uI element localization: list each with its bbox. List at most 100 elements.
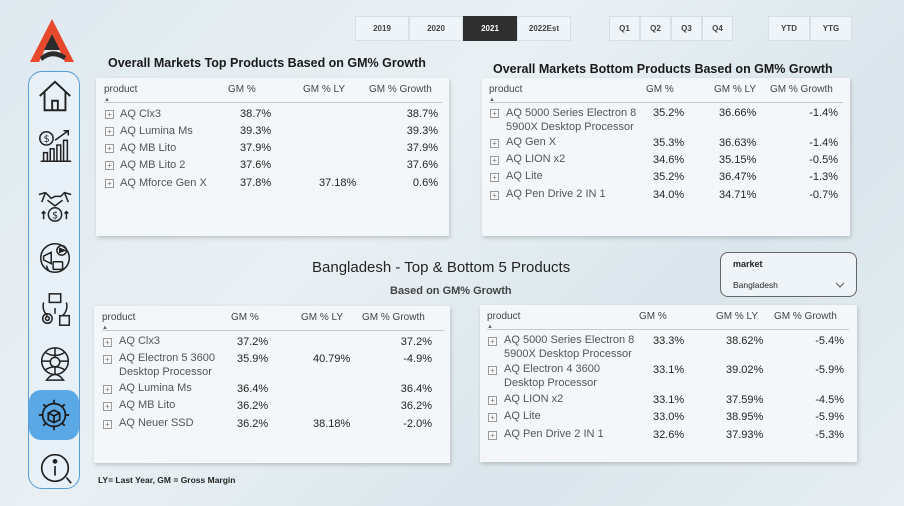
- sort-arrow-icon[interactable]: ▲: [489, 97, 495, 103]
- col-gm-growth[interactable]: GM % Growth: [362, 312, 425, 323]
- growth-cell: -1.4%: [809, 137, 838, 149]
- quarter-q1-button[interactable]: Q1: [609, 16, 640, 41]
- expand-icon[interactable]: +: [103, 402, 112, 411]
- expand-icon[interactable]: +: [490, 156, 499, 165]
- growth-cell: -4.5%: [815, 394, 844, 406]
- expand-icon[interactable]: +: [105, 127, 114, 136]
- col-product[interactable]: product: [102, 312, 136, 323]
- col-gm[interactable]: GM %: [639, 311, 667, 322]
- partnership-money-icon[interactable]: $: [33, 182, 77, 226]
- growth-cell: 37.2%: [400, 336, 432, 348]
- expand-icon[interactable]: +: [103, 385, 112, 394]
- growth-cell: 36.2%: [400, 400, 432, 412]
- col-product[interactable]: product: [489, 84, 523, 95]
- settings-icon[interactable]: [29, 390, 79, 440]
- gm-ly-cell: 39.02%: [726, 364, 764, 376]
- ytd-button[interactable]: YTD: [768, 16, 810, 41]
- gm-cell: 32.6%: [653, 429, 685, 441]
- col-product[interactable]: product: [487, 311, 521, 322]
- col-gm[interactable]: GM %: [228, 84, 256, 95]
- col-gm-ly[interactable]: GM % LY: [301, 312, 344, 323]
- growth-cell: 37.9%: [406, 142, 438, 154]
- expand-icon[interactable]: +: [105, 161, 114, 170]
- gm-cell: 37.6%: [240, 159, 272, 171]
- year-2021-button[interactable]: 2021: [463, 16, 517, 41]
- col-gm-ly[interactable]: GM % LY: [303, 84, 346, 95]
- expand-icon[interactable]: +: [103, 355, 112, 364]
- growth-cell: -2.0%: [403, 418, 432, 430]
- expand-icon[interactable]: +: [103, 338, 112, 347]
- sort-arrow-icon[interactable]: ▲: [487, 324, 493, 330]
- info-icon[interactable]: [33, 446, 77, 490]
- growth-cell: 37.6%: [406, 159, 438, 171]
- top-overall-title: Overall Markets Top Products Based on GM…: [108, 56, 426, 70]
- expand-icon[interactable]: +: [490, 173, 499, 182]
- col-product[interactable]: product: [104, 84, 138, 95]
- gm-cell: 37.2%: [237, 336, 269, 348]
- gm-ly-cell: 40.79%: [313, 353, 351, 365]
- expand-icon[interactable]: +: [105, 144, 114, 153]
- bd-bottom-table: product GM % GM % LY GM % Growth ▲ + AQ …: [480, 305, 857, 462]
- chevron-down-icon[interactable]: [835, 282, 845, 288]
- expand-icon[interactable]: +: [488, 366, 497, 375]
- product-cell: AQ Lite: [504, 410, 541, 422]
- col-gm-ly[interactable]: GM % LY: [714, 84, 757, 95]
- finance-growth-icon[interactable]: $: [33, 124, 77, 168]
- year-2019-button[interactable]: 2019: [355, 16, 409, 41]
- growth-cell: -5.4%: [815, 335, 844, 347]
- expand-icon[interactable]: +: [105, 179, 114, 188]
- gm-ly-cell: 34.71%: [719, 189, 757, 201]
- product-cell: AQ Lumina Ms: [120, 125, 193, 137]
- col-gm-ly[interactable]: GM % LY: [716, 311, 759, 322]
- expand-icon[interactable]: +: [490, 191, 499, 200]
- year-2022est-button[interactable]: 2022Est: [517, 16, 571, 41]
- col-gm-growth[interactable]: GM % Growth: [369, 84, 432, 95]
- home-icon[interactable]: [33, 74, 77, 118]
- footnote: LY= Last Year, GM = Gross Margin: [98, 475, 236, 485]
- expand-icon[interactable]: +: [488, 396, 497, 405]
- product-cell: AQ Neuer SSD: [119, 417, 194, 429]
- ytg-button[interactable]: YTG: [810, 16, 852, 41]
- expand-icon[interactable]: +: [105, 110, 114, 119]
- gm-cell: 33.1%: [653, 364, 685, 376]
- gm-ly-cell: 37.93%: [726, 429, 764, 441]
- expand-icon[interactable]: +: [103, 420, 112, 429]
- product-cell: AQ Electron 4 3600: [504, 363, 601, 375]
- col-gm-growth[interactable]: GM % Growth: [770, 84, 833, 95]
- header-divider: [487, 329, 849, 330]
- product-cell: AQ LION x2: [506, 153, 566, 165]
- executive-icon[interactable]: [33, 342, 77, 386]
- growth-cell: 36.4%: [400, 383, 432, 395]
- bottom-overall-title: Overall Markets Bottom Products Based on…: [493, 62, 833, 76]
- expand-icon[interactable]: +: [488, 337, 497, 346]
- gm-cell: 35.2%: [653, 107, 685, 119]
- quarter-q2-button[interactable]: Q2: [640, 16, 671, 41]
- expand-icon[interactable]: +: [488, 431, 497, 440]
- col-gm[interactable]: GM %: [231, 312, 259, 323]
- gm-cell: 34.6%: [653, 154, 685, 166]
- product-cell: AQ Pen Drive 2 IN 1: [506, 188, 606, 200]
- expand-icon[interactable]: +: [488, 413, 497, 422]
- marketing-icon[interactable]: [33, 236, 77, 280]
- col-gm-growth[interactable]: GM % Growth: [774, 311, 837, 322]
- quarter-q4-button[interactable]: Q4: [702, 16, 733, 41]
- col-gm[interactable]: GM %: [646, 84, 674, 95]
- growth-cell: -4.9%: [403, 353, 432, 365]
- sort-arrow-icon[interactable]: ▲: [104, 97, 110, 103]
- gm-cell: 36.2%: [237, 418, 269, 430]
- product-cell: AQ Lumina Ms: [119, 382, 192, 394]
- quarter-q3-button[interactable]: Q3: [671, 16, 702, 41]
- market-dropdown[interactable]: market Bangladesh: [720, 252, 857, 297]
- country-section-title: Bangladesh - Top & Bottom 5 Products: [312, 259, 571, 276]
- growth-cell: -0.5%: [809, 154, 838, 166]
- expand-icon[interactable]: +: [490, 139, 499, 148]
- sort-arrow-icon[interactable]: ▲: [102, 325, 108, 331]
- supply-chain-icon[interactable]: [33, 288, 77, 332]
- gm-ly-cell: 38.62%: [726, 335, 764, 347]
- market-value: Bangladesh: [733, 280, 778, 290]
- year-2020-button[interactable]: 2020: [409, 16, 463, 41]
- expand-icon[interactable]: +: [490, 109, 499, 118]
- gm-cell: 37.9%: [240, 142, 272, 154]
- country-section-subtitle: Based on GM% Growth: [390, 285, 512, 297]
- gm-cell: 33.0%: [653, 411, 685, 423]
